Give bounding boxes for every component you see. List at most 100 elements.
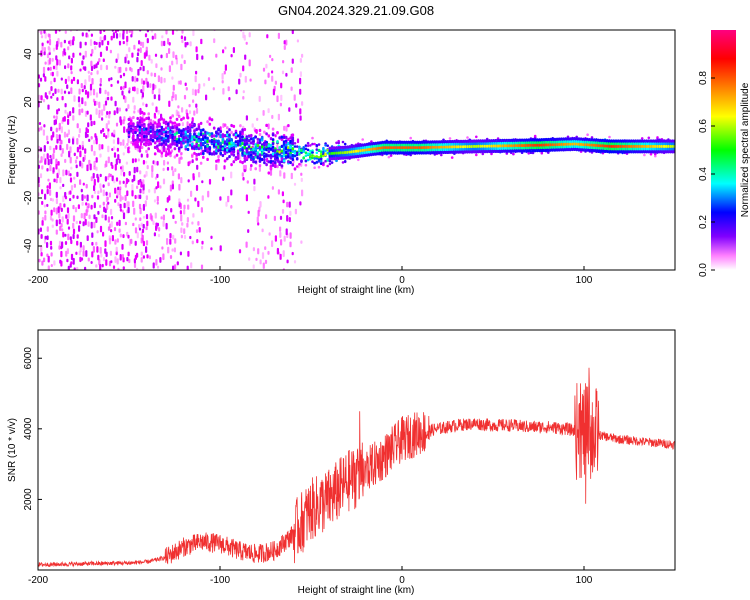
spectrogram-cell (145, 140, 148, 144)
spectrogram-cell (53, 77, 56, 83)
spectrogram-cell (160, 67, 163, 71)
spectrogram-cell (256, 117, 259, 121)
spectrogram-cell (177, 147, 181, 151)
spectrogram-cell (197, 200, 200, 208)
spectrogram-cell (171, 30, 175, 35)
spectrogram-cell (118, 158, 121, 164)
spectrogram-cell (46, 153, 49, 160)
spectrogram-cell (267, 160, 271, 164)
spectrogram-cell (114, 187, 117, 194)
spectrogram-cell (315, 144, 319, 147)
spectrogram-cell (70, 261, 73, 265)
spectrogram-cell (41, 216, 44, 221)
spectrogram-cell (286, 201, 289, 208)
spectrogram-cell (564, 142, 568, 146)
spectrogram-cell (186, 222, 189, 228)
spectrogram-cell (330, 151, 334, 155)
spectrogram-cell (117, 137, 120, 145)
spectrogram-cell (180, 234, 183, 239)
spectrogram-cell (163, 40, 166, 47)
spectrogram-cell (188, 143, 192, 147)
spectrogram-cell (75, 164, 78, 169)
spectrogram-cell (42, 98, 46, 103)
spectrogram-cell (269, 164, 273, 168)
spectrogram-cell (91, 78, 94, 85)
spectrogram-cell (70, 239, 73, 245)
spectrogram-cell (181, 107, 184, 113)
spectrogram-cell (180, 35, 183, 40)
spectrogram-cell (389, 146, 393, 150)
spectrogram-cell (612, 144, 616, 148)
spectrogram-cell (101, 109, 104, 116)
spectrogram-cell (119, 233, 122, 238)
spectrogram-cell (124, 194, 127, 201)
spectrogram-cell (134, 240, 137, 246)
spectrogram-cell (136, 185, 139, 189)
spectrogram-cell (60, 250, 63, 258)
spectrogram-cell (67, 265, 70, 270)
spectrogram-cell (155, 63, 158, 69)
spectrogram-cell (60, 88, 63, 95)
spectrogram-cell (66, 258, 69, 263)
spectrogram-cell (282, 135, 286, 139)
spectrogram-cell (269, 169, 273, 176)
spectrogram-cell (367, 148, 371, 151)
spectrogram-cell (42, 73, 45, 78)
spectrogram-cell (145, 130, 148, 134)
spectrogram-cell (62, 183, 65, 188)
spectrogram-cell (291, 136, 295, 140)
spectrogram-cell (50, 264, 53, 268)
spectrogram-cell (92, 98, 96, 103)
spectrogram-cell (212, 87, 215, 91)
spectrogram-cell (370, 140, 373, 143)
spectrogram-cell (271, 138, 275, 142)
spectrogram-cell (78, 108, 81, 116)
spectrogram-cell (99, 36, 102, 42)
spectrogram-cell (141, 92, 144, 98)
spectrogram-cell (142, 215, 146, 219)
spectrogram-cell (304, 147, 308, 151)
spectrogram-cell (277, 32, 280, 39)
spectrogram-cell (311, 151, 314, 154)
spectrogram-cell (115, 58, 118, 63)
spectrogram-cell (58, 212, 61, 219)
spectrogram-cell (114, 163, 117, 171)
spectrogram-cell (197, 132, 201, 136)
spectrogram-cell (85, 250, 88, 257)
spectrogram-cell (215, 159, 218, 163)
spectrogram-cell (263, 161, 266, 165)
spectrogram-cell (93, 150, 96, 156)
spectrogram-cell (82, 182, 85, 186)
spectrogram-cell (291, 157, 295, 162)
spectrogram-cell (103, 30, 106, 33)
spectrogram-cell (72, 137, 75, 145)
spectrogram-cell (222, 88, 225, 95)
spectrogram-cell (132, 124, 135, 128)
spectrogram-cell (590, 143, 594, 147)
spectrogram-cell (151, 135, 155, 139)
spectrogram-cell (647, 136, 651, 140)
spectrogram-cell (78, 225, 81, 232)
spectrogram-cell (107, 216, 110, 223)
spectrogram-cell (304, 151, 308, 154)
spectrogram-cell (328, 159, 332, 163)
spectrogram-cell (293, 149, 297, 153)
spectrogram-cell (82, 221, 85, 227)
spectrogram-cell (136, 116, 139, 121)
spectrogram-cell (58, 59, 61, 66)
spectrogram-cell (51, 198, 54, 202)
spectrogram-cell (582, 143, 585, 147)
spectrogram-cell (440, 145, 443, 149)
spectrogram-cell (168, 100, 171, 107)
spectrogram-cell (162, 147, 166, 151)
spectrogram-cell (47, 104, 50, 110)
spectrogram-cell (188, 110, 192, 115)
spectrogram-cell (608, 135, 611, 139)
spectrogram-cell (227, 195, 230, 203)
spectrogram-cell (125, 161, 128, 165)
spectrogram-cell (90, 176, 93, 182)
spectrogram-cell (57, 161, 60, 166)
spectrogram-cell (258, 140, 262, 145)
spectrogram-cell (79, 179, 82, 186)
spectrogram-cell (151, 102, 154, 106)
